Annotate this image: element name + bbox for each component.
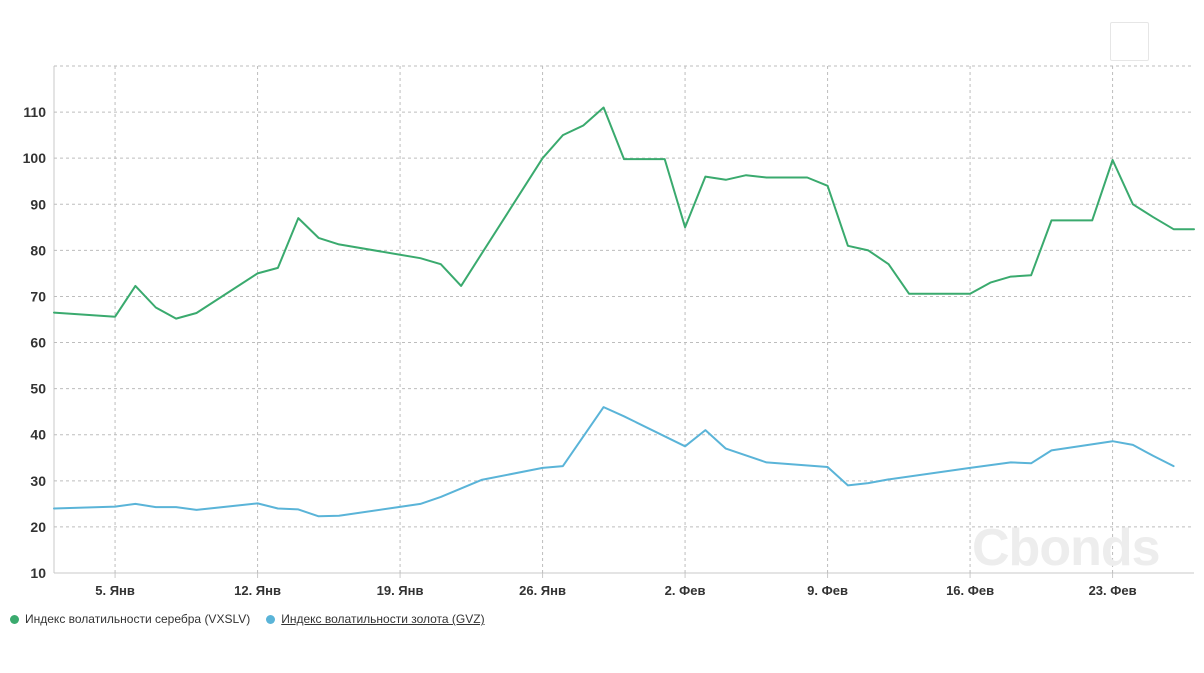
- legend-item-gold[interactable]: Индекс волатильности золота (GVZ): [266, 612, 485, 626]
- y-axis: 10 20 30 40 50 60 70 80 90 100 110: [23, 104, 47, 581]
- x-tick-label: 26. Янв: [519, 583, 566, 598]
- legend: Индекс волатильности серебра (VXSLV) Инд…: [10, 612, 485, 626]
- series-line-gold[interactable]: [53, 406, 1175, 518]
- legend-label-gold: Индекс волатильности золота (GVZ): [281, 612, 485, 626]
- y-tick-label: 70: [30, 288, 46, 304]
- line-chart: 10 20 30 40 50 60 70 80 90 100 110 5. Янв 12. Янв 19…: [23, 65, 1195, 598]
- x-tick-label: 16. Фев: [946, 583, 994, 598]
- y-tick-label: 100: [23, 150, 47, 166]
- y-tick-label: 60: [30, 335, 46, 351]
- y-tick-label: 40: [30, 427, 46, 443]
- watermark: Cbonds: [972, 519, 1161, 577]
- x-tick-label: 12. Янв: [234, 583, 281, 598]
- y-tick-label: 50: [30, 381, 46, 397]
- menu-icon[interactable]: [1110, 22, 1149, 61]
- x-tick-label: 9. Фев: [807, 583, 848, 598]
- series-lines: [53, 106, 1195, 518]
- y-tick-label: 110: [23, 104, 46, 120]
- y-tick-label: 90: [30, 196, 46, 212]
- legend-marker-gold: [266, 614, 276, 624]
- legend-marker-silver: [10, 614, 19, 624]
- series-line-silver[interactable]: [53, 106, 1195, 320]
- legend-item-silver[interactable]: Индекс волатильности серебра (VXSLV): [10, 612, 250, 626]
- x-tick-label: 5. Янв: [95, 583, 135, 598]
- grid: [53, 65, 1194, 574]
- y-tick-label: 10: [30, 565, 46, 581]
- legend-label-silver: Индекс волатильности серебра (VXSLV): [25, 612, 251, 626]
- y-tick-label: 20: [30, 519, 46, 535]
- x-tick-label: 19. Янв: [377, 583, 424, 598]
- x-axis: 5. Янв 12. Янв 19. Янв 26. Янв 2. Фев 9. Фев 1…: [95, 573, 1137, 598]
- x-tick-label: 2. Фев: [665, 583, 706, 598]
- y-tick-label: 30: [30, 473, 46, 489]
- y-tick-label: 80: [30, 242, 46, 258]
- x-tick-label: 23. Фев: [1089, 583, 1137, 598]
